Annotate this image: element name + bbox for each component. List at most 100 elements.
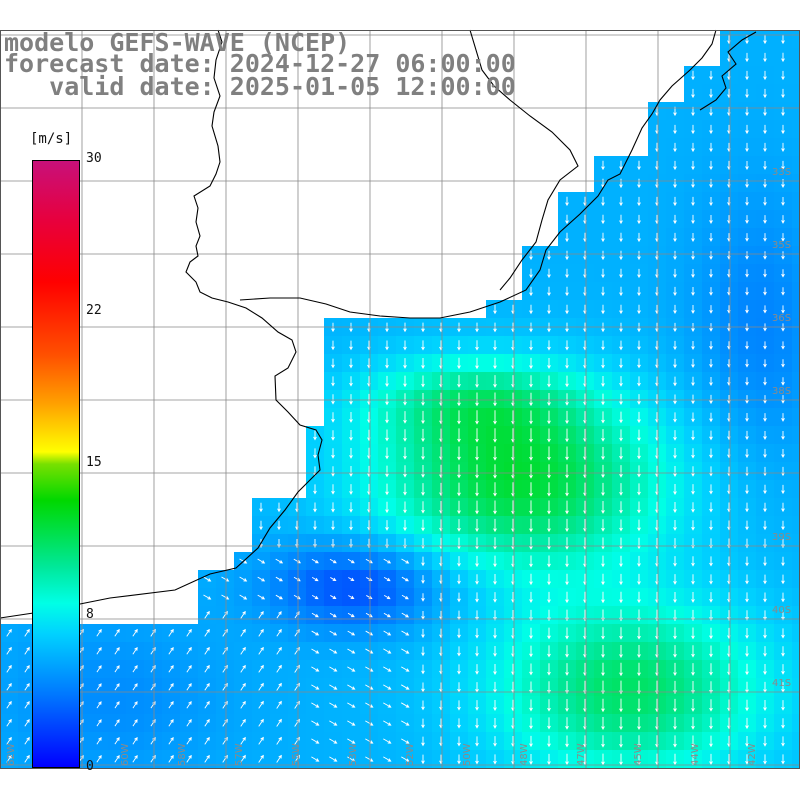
wind-arrow: [457, 574, 461, 585]
wind-arrow: [204, 736, 210, 745]
wind-arrow: [186, 718, 192, 727]
wind-arrow: [619, 393, 623, 406]
wind-arrow: [745, 178, 749, 188]
wind-arrow: [619, 196, 623, 207]
wind-arrow: [565, 717, 569, 730]
wind-arrow: [258, 664, 264, 673]
wind-arrow: [781, 413, 785, 422]
wind-arrow: [547, 340, 551, 351]
wind-arrow: [673, 412, 677, 423]
wind-arrow: [709, 287, 713, 296]
wind-arrow: [673, 501, 677, 513]
wind-arrow: [709, 735, 713, 748]
wind-arrow: [331, 412, 335, 423]
wind-arrow: [781, 124, 785, 135]
wind-arrow: [565, 268, 569, 279]
wind-arrow: [222, 754, 228, 763]
wind-arrow: [619, 268, 623, 279]
wind-arrow: [365, 648, 374, 654]
wind-arrow: [347, 630, 356, 636]
wind-arrow: [745, 484, 749, 495]
wind-arrow: [601, 680, 605, 695]
wind-arrow: [691, 124, 695, 135]
wind-arrow: [347, 558, 355, 564]
wind-arrow: [457, 375, 461, 388]
wind-arrow: [475, 357, 479, 370]
wind-arrow: [565, 393, 569, 406]
wind-arrow: [637, 214, 641, 225]
wind-arrow: [385, 393, 389, 406]
wind-arrow: [601, 519, 605, 532]
wind-arrow: [691, 466, 695, 477]
wind-arrow: [781, 718, 785, 729]
wind-arrow: [24, 736, 30, 745]
wind-arrow: [763, 377, 767, 386]
wind-arrow: [601, 411, 605, 424]
wind-arrow: [601, 482, 605, 497]
wind-arrow: [330, 577, 337, 582]
wind-cell: [792, 84, 800, 103]
wind-arrow: [709, 502, 713, 513]
wind-arrow: [475, 610, 479, 621]
wind-arrow: [529, 357, 533, 370]
wind-cell: [792, 498, 800, 517]
wind-arrow: [401, 576, 409, 582]
wind-arrow: [745, 574, 749, 585]
wind-arrow: [493, 304, 497, 315]
wind-arrow: [529, 268, 533, 279]
wind-arrow: [239, 594, 248, 600]
lat-label: 40S: [772, 605, 791, 616]
colorbar-tick-1: 22: [86, 303, 102, 318]
wind-arrow: [529, 340, 533, 351]
wind-arrow: [114, 719, 120, 727]
wind-arrow: [637, 501, 641, 514]
wind-arrow: [204, 664, 210, 673]
wind-arrow: [240, 646, 246, 655]
wind-arrow: [276, 736, 282, 745]
wind-arrow: [493, 428, 497, 443]
wind-arrow: [6, 736, 12, 745]
wind-arrow: [457, 736, 461, 747]
wind-arrow: [401, 630, 410, 636]
wind-arrow: [493, 718, 497, 729]
wind-arrow: [403, 411, 407, 424]
wind-arrow: [673, 304, 677, 315]
wind-cell: [792, 48, 800, 67]
wind-arrow: [383, 720, 392, 726]
wind-arrow: [601, 376, 605, 387]
lon-label: 52W: [405, 743, 416, 766]
wind-arrow: [547, 591, 551, 604]
wind-arrow: [457, 464, 461, 479]
colorbar: [32, 160, 80, 768]
wind-arrow: [763, 52, 767, 63]
wind-arrow: [475, 592, 479, 603]
wind-arrow: [637, 196, 641, 207]
wind-arrow: [745, 160, 749, 170]
wind-arrow: [421, 465, 425, 478]
wind-arrow: [331, 484, 335, 495]
wind-arrow: [619, 429, 623, 442]
wind-arrow: [403, 393, 407, 406]
wind-arrow: [349, 466, 353, 477]
wind-arrow: [709, 124, 713, 135]
wind-arrow: [275, 594, 283, 600]
wind-arrow: [529, 250, 533, 261]
wind-arrow: [186, 664, 192, 673]
wind-arrow: [311, 702, 320, 708]
wind-arrow: [349, 340, 353, 351]
wind-arrow: [529, 627, 533, 640]
wind-arrow: [781, 448, 785, 459]
wind-arrow: [294, 682, 300, 691]
wind-arrow: [763, 592, 767, 603]
wind-arrow: [331, 394, 335, 405]
wind-arrow: [222, 646, 228, 655]
wind-arrow: [168, 646, 174, 655]
wind-arrow: [311, 630, 320, 636]
wind-arrow: [781, 160, 785, 171]
wind-arrow: [403, 429, 407, 442]
wind-arrow: [493, 574, 497, 585]
wind-arrow: [565, 482, 569, 497]
wind-arrow: [294, 700, 300, 709]
wind-arrow: [96, 665, 102, 673]
wind-arrow: [691, 305, 695, 314]
